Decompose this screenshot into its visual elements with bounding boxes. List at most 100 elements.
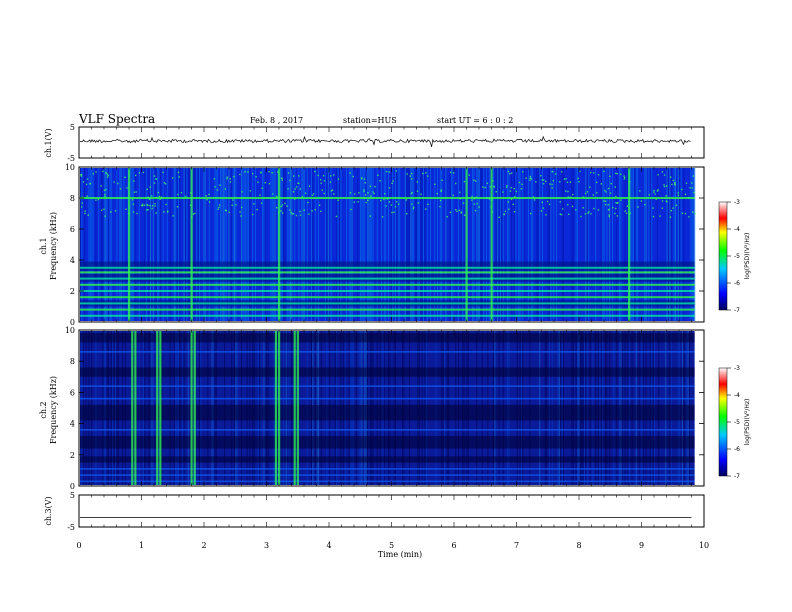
ch1-spectrogram-speckle bbox=[260, 172, 262, 174]
ch1-spectrogram-speckle bbox=[282, 212, 284, 214]
ch1-spectrogram-speckle bbox=[391, 182, 393, 185]
ch2-spectrogram-ytick-label: 0 bbox=[70, 482, 75, 491]
ch1-spectrogram-streak bbox=[234, 168, 235, 321]
ch1-spectrogram-speckle bbox=[333, 174, 335, 176]
ch1-spectrogram-streak bbox=[376, 168, 378, 321]
ch1-spectrogram-streak bbox=[298, 168, 300, 321]
ch1-spectrogram-speckle bbox=[570, 196, 572, 198]
ch1-spectrogram-streak bbox=[271, 168, 273, 321]
ch1-spectrogram-speckle bbox=[102, 170, 104, 173]
ch1-spectrogram-speckle bbox=[425, 208, 427, 210]
ch1-spectrogram-speckle bbox=[529, 177, 531, 179]
ch1-spectrogram-streak bbox=[497, 168, 499, 321]
ch1-spectrogram-streak bbox=[235, 168, 237, 321]
ch1-spectrogram-speckle bbox=[493, 186, 495, 188]
ch1-spectrogram-speckle bbox=[80, 173, 83, 176]
ch1-spectrogram-streak bbox=[294, 168, 296, 321]
ch1-colorbar-tick-label: -3 bbox=[734, 199, 740, 206]
ch2-spectrogram-burst bbox=[278, 331, 281, 485]
ch1-spectrogram-burst bbox=[190, 168, 193, 321]
ch1-spectrogram-speckle bbox=[357, 201, 359, 203]
ch1-spectrogram-speckle bbox=[135, 191, 137, 193]
ch1-spectrogram-speckle bbox=[597, 174, 600, 176]
ch1-spectrogram-streak bbox=[361, 168, 363, 321]
ch1-spectrogram-streak bbox=[528, 168, 529, 321]
ch1-spectrogram-speckle bbox=[663, 184, 665, 186]
x-tick-label: 8 bbox=[576, 541, 581, 550]
ch1-spectrogram-streak bbox=[427, 168, 429, 321]
ch1-spectrogram-speckle bbox=[533, 199, 536, 201]
ch1-spectrogram-streak bbox=[231, 168, 233, 321]
ch1-spectrogram-streak bbox=[532, 168, 534, 321]
ch1-spectrogram-speckle bbox=[103, 189, 106, 191]
ch1-spectrogram-speckle bbox=[287, 188, 289, 190]
ch1-spectrogram-speckle bbox=[229, 178, 231, 180]
ch2-colorbar-gradient bbox=[718, 367, 728, 477]
ch1-spectrogram-streak bbox=[120, 168, 122, 321]
ch1-spectrogram-streak bbox=[483, 168, 485, 321]
x-tick-label: 1 bbox=[139, 541, 144, 550]
ch1-spectrogram-speckle bbox=[363, 197, 366, 199]
ch1-spectrogram-speckle bbox=[280, 205, 282, 208]
ch1-spectrogram-streak bbox=[148, 168, 150, 321]
ch1-spectrogram-noise-band bbox=[80, 266, 695, 269]
ch1-spectrogram-speckle bbox=[614, 186, 616, 188]
ch1-spectrogram-speckle bbox=[163, 182, 166, 184]
ch1-spectrogram-speckle bbox=[86, 178, 89, 180]
ch1-spectrogram-streak bbox=[404, 168, 406, 321]
ch1-spectrogram-speckle bbox=[268, 183, 271, 185]
ch1-spectrogram-speckle bbox=[232, 199, 234, 201]
ch1-spectrogram-streak bbox=[291, 168, 293, 321]
ch1-spectrogram-speckle bbox=[452, 194, 454, 197]
start-time-label: start UT = 6 : 0 : 2 bbox=[437, 116, 513, 125]
ch1-spectrogram-speckle bbox=[133, 180, 135, 182]
ch1-spectrogram-speckle bbox=[318, 204, 321, 206]
ch1-spectrogram-streak bbox=[407, 168, 409, 321]
ch1-spectrogram-burst bbox=[628, 168, 631, 321]
ch1-spectrogram-speckle bbox=[460, 211, 462, 213]
ch1-spectrogram-speckle bbox=[473, 179, 475, 181]
ch2-spectrogram-image bbox=[80, 331, 695, 485]
ch1-spectrogram-speckle bbox=[239, 211, 241, 213]
ch1-spectrogram-speckle bbox=[492, 180, 494, 182]
ch1-spectrogram-streak bbox=[119, 168, 121, 321]
x-tick-label: 2 bbox=[201, 541, 206, 550]
ch1-spectrogram-speckle bbox=[117, 182, 119, 185]
ch1-spectrogram-streak bbox=[81, 168, 83, 321]
x-axis-label: Time (min) bbox=[378, 550, 422, 559]
ch1-spectrogram-speckle bbox=[384, 193, 386, 195]
ch2-spectrogram-line-band bbox=[80, 385, 695, 387]
ch1-spectrogram-speckle bbox=[637, 206, 639, 208]
ch1-spectrogram-speckle bbox=[228, 211, 230, 213]
ch1-spectrogram-speckle bbox=[82, 181, 85, 183]
ch1-spectrogram-streak bbox=[95, 168, 97, 321]
ch1-spectrogram-speckle bbox=[455, 209, 457, 211]
ch1-spectrogram-speckle bbox=[213, 178, 215, 180]
ch1-spectrogram-streak bbox=[449, 168, 451, 321]
ch1-spectrogram-streak bbox=[495, 168, 497, 321]
ch1-spectrogram-speckle bbox=[616, 172, 618, 175]
ch1-spectrogram-speckle bbox=[452, 172, 455, 174]
ch1-spectrogram-speckle bbox=[652, 207, 654, 209]
ch1-spectrogram-streak bbox=[283, 168, 284, 321]
ch1-spectrogram-streak bbox=[648, 168, 650, 321]
ch1-spectrogram-speckle bbox=[385, 205, 387, 207]
ch1-spectrogram-speckle bbox=[458, 209, 461, 211]
ch1-spectrogram-speckle bbox=[655, 198, 657, 200]
ch1-spectrogram-speckle bbox=[439, 205, 441, 208]
ch1-spectrogram-speckle bbox=[299, 214, 302, 216]
ch1-spectrogram-speckle bbox=[562, 208, 564, 210]
ch1-spectrogram-noise-band bbox=[80, 197, 695, 199]
ch1-spectrogram-streak bbox=[390, 168, 392, 321]
ch1-spectrogram-streak bbox=[158, 168, 160, 321]
ch1-spectrogram-speckle bbox=[411, 192, 413, 194]
ch1-spectrogram-speckle bbox=[330, 190, 333, 192]
ch1-spectrogram-speckle bbox=[303, 209, 305, 211]
ch1-spectrogram-streak bbox=[673, 168, 675, 321]
ch1-spectrogram-streak bbox=[602, 168, 604, 321]
ch1-spectrogram-speckle bbox=[504, 210, 507, 213]
ch1-spectrogram-speckle bbox=[249, 190, 251, 192]
ch1-spectrogram-speckle bbox=[471, 195, 473, 198]
ch1-spectrogram-streak bbox=[522, 168, 524, 321]
ch1-spectrogram-speckle bbox=[569, 181, 572, 183]
